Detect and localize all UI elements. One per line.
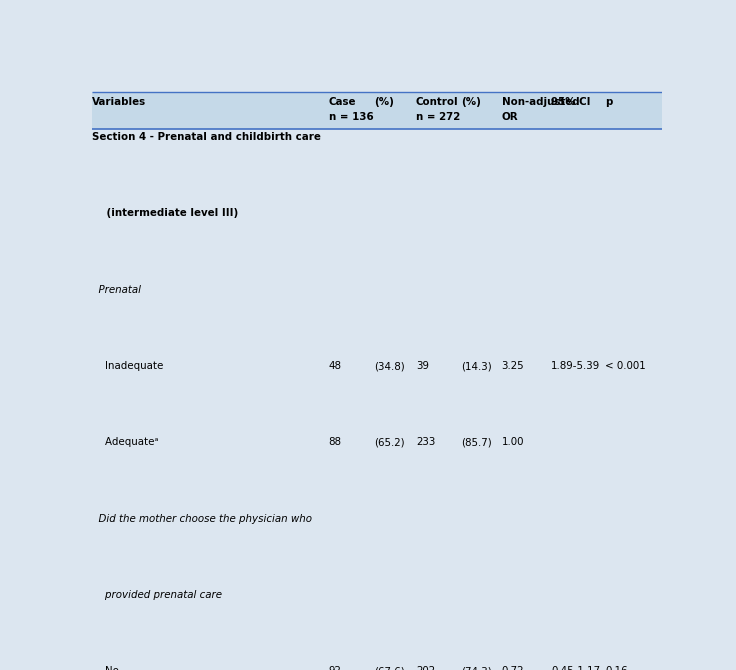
Text: (%): (%) — [375, 97, 394, 107]
Text: OR: OR — [501, 113, 518, 123]
Text: (34.8): (34.8) — [375, 361, 405, 371]
Text: Inadequate: Inadequate — [92, 361, 163, 371]
Text: Did the mother choose the physician who: Did the mother choose the physician who — [92, 514, 312, 524]
FancyBboxPatch shape — [92, 92, 662, 129]
Text: Adequateᵃ: Adequateᵃ — [92, 438, 158, 448]
Text: 92: 92 — [329, 667, 342, 670]
Text: Control: Control — [416, 97, 459, 107]
Text: Case: Case — [329, 97, 356, 107]
Text: 0.16: 0.16 — [605, 667, 628, 670]
Text: 0.72: 0.72 — [501, 667, 524, 670]
Text: 0.45-1.17: 0.45-1.17 — [551, 667, 601, 670]
Text: Prenatal: Prenatal — [92, 285, 141, 295]
Text: Section 4 - Prenatal and childbirth care: Section 4 - Prenatal and childbirth care — [92, 132, 321, 142]
Text: 233: 233 — [416, 438, 436, 448]
Text: (65.2): (65.2) — [375, 438, 405, 448]
Text: n = 136: n = 136 — [329, 113, 373, 123]
Text: n = 272: n = 272 — [416, 113, 460, 123]
Text: 95% CI: 95% CI — [551, 97, 591, 107]
Text: No: No — [92, 667, 119, 670]
Text: Variables: Variables — [92, 97, 146, 107]
Text: (14.3): (14.3) — [461, 361, 492, 371]
Text: provided prenatal care: provided prenatal care — [92, 590, 222, 600]
Text: (85.7): (85.7) — [461, 438, 492, 448]
Text: 3.25: 3.25 — [501, 361, 524, 371]
Text: (intermediate level III): (intermediate level III) — [92, 208, 238, 218]
Text: (%): (%) — [461, 97, 481, 107]
Text: (74.3): (74.3) — [461, 667, 492, 670]
Text: p: p — [605, 97, 613, 107]
Text: 1.89-5.39: 1.89-5.39 — [551, 361, 601, 371]
Text: 39: 39 — [416, 361, 429, 371]
Text: (67.6): (67.6) — [375, 667, 405, 670]
Text: Non-adjusted: Non-adjusted — [501, 97, 579, 107]
Text: 202: 202 — [416, 667, 435, 670]
Text: < 0.001: < 0.001 — [605, 361, 646, 371]
Text: 48: 48 — [329, 361, 342, 371]
Text: 88: 88 — [329, 438, 342, 448]
Text: 1.00: 1.00 — [501, 438, 524, 448]
